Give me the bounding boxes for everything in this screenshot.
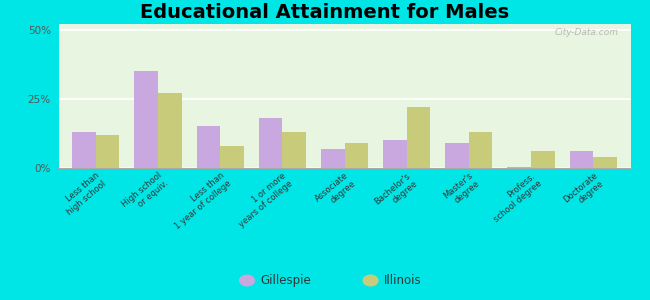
Bar: [96, 135, 120, 168]
Bar: [569, 152, 593, 168]
Bar: [158, 93, 181, 168]
Bar: [220, 146, 244, 168]
Text: Bachelor's
degree: Bachelor's degree: [373, 171, 419, 214]
Bar: [407, 107, 430, 168]
Bar: [383, 140, 407, 168]
Text: Profess.
school degree: Profess. school degree: [486, 171, 543, 224]
Text: Associate
degree: Associate degree: [314, 171, 357, 212]
Bar: [469, 132, 493, 168]
Text: High school
or equiv.: High school or equiv.: [120, 171, 170, 217]
Bar: [196, 127, 220, 168]
Bar: [321, 148, 345, 168]
Text: Less than
1 year of college: Less than 1 year of college: [166, 171, 233, 231]
Text: Illinois: Illinois: [384, 274, 421, 287]
Bar: [531, 152, 554, 168]
Text: Educational Attainment for Males: Educational Attainment for Males: [140, 3, 510, 22]
Text: City-Data.com: City-Data.com: [555, 28, 619, 37]
Bar: [445, 143, 469, 168]
Text: Master's
degree: Master's degree: [442, 171, 481, 208]
Text: Doctorate
degree: Doctorate degree: [561, 171, 606, 213]
Bar: [135, 71, 158, 168]
Bar: [282, 132, 306, 168]
Bar: [593, 157, 617, 168]
Text: Gillespie: Gillespie: [260, 274, 311, 287]
Text: 1 or more
years of college: 1 or more years of college: [231, 171, 295, 229]
Bar: [508, 167, 531, 168]
Text: Less than
high school: Less than high school: [59, 171, 109, 217]
Bar: [259, 118, 282, 168]
Bar: [72, 132, 96, 168]
Bar: [344, 143, 368, 168]
